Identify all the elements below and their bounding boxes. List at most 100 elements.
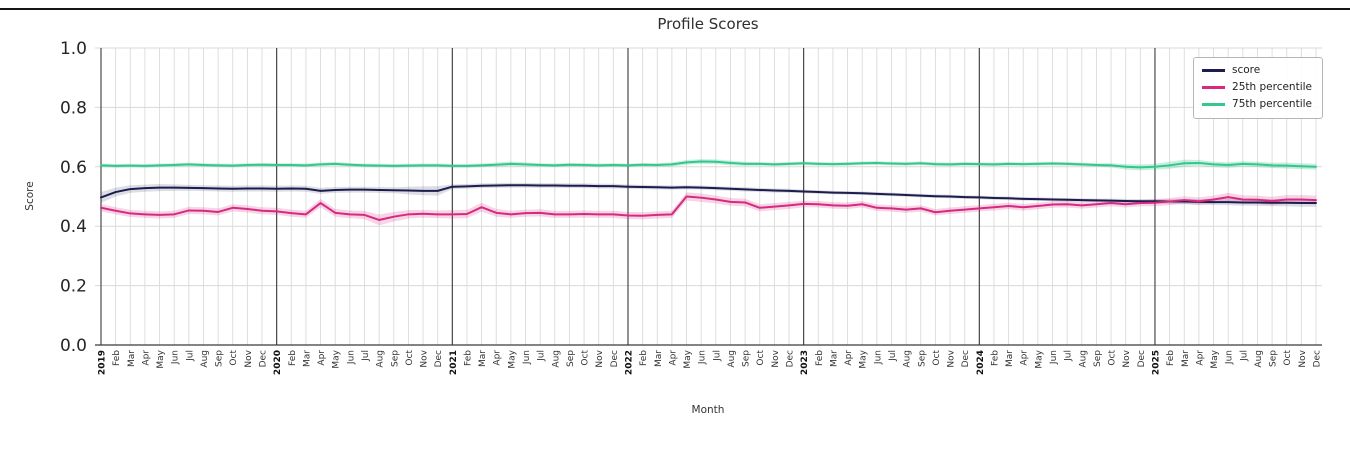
x-tick-label: Jul bbox=[888, 350, 898, 362]
x-tick-label: May bbox=[156, 349, 166, 368]
y-axis-title: Score bbox=[24, 181, 36, 211]
x-tick-label: Feb bbox=[815, 350, 825, 366]
x-tick-label: 2025 bbox=[1151, 350, 1161, 375]
x-tick-label: 2021 bbox=[449, 350, 459, 375]
x-tick-label: Sep bbox=[215, 350, 225, 367]
x-tick-label: Jun bbox=[346, 350, 356, 365]
x-tick-label: Mar bbox=[1005, 350, 1015, 367]
x-tick-label: 2023 bbox=[800, 350, 810, 375]
x-tick-label: Nov bbox=[1122, 349, 1132, 367]
x-tick-label: Jul bbox=[1239, 350, 1249, 362]
x-tick-label: Dec bbox=[434, 350, 444, 367]
x-tick-label: Apr bbox=[1195, 350, 1205, 366]
x-tick-label: Feb bbox=[1166, 350, 1176, 366]
x-tick-label: Mar bbox=[1181, 350, 1191, 367]
legend: score 25th percentile 75th percentile bbox=[1193, 57, 1323, 120]
x-tick-label: Jun bbox=[1049, 350, 1059, 365]
x-tick-label: Jul bbox=[185, 350, 195, 362]
x-tick-label: Mar bbox=[829, 350, 839, 367]
x-tick-label: Feb bbox=[463, 350, 473, 366]
x-tick-label: Jun bbox=[873, 350, 883, 365]
x-tick-label: Aug bbox=[200, 350, 210, 368]
x-tick-label: Sep bbox=[1093, 350, 1103, 367]
x-tick-label: Oct bbox=[1108, 350, 1118, 366]
x-tick-label: Sep bbox=[566, 350, 576, 367]
y-tick-label: 0.4 bbox=[60, 217, 87, 237]
x-tick-label: Aug bbox=[1078, 350, 1088, 368]
series-line-75th-percentile bbox=[100, 160, 1317, 169]
legend-label-25th-percentile: 25th percentile bbox=[1232, 81, 1312, 94]
chart-title: Profile Scores bbox=[657, 15, 759, 33]
y-tick-label: 0.8 bbox=[60, 98, 87, 118]
x-tick-label: Sep bbox=[742, 350, 752, 367]
top-border-rule bbox=[0, 8, 1350, 10]
x-tick-label: Jun bbox=[698, 350, 708, 365]
x-tick-label: Jul bbox=[361, 350, 371, 362]
x-tick-label: Aug bbox=[903, 350, 913, 368]
x-tick-label: Jun bbox=[171, 350, 181, 365]
y-tick-label: 0.0 bbox=[60, 336, 87, 356]
x-tick-label: Feb bbox=[990, 350, 1000, 366]
x-tick-label: Nov bbox=[244, 349, 254, 367]
x-tick-label: Oct bbox=[1283, 350, 1293, 366]
confidence-band-25th-percentile bbox=[101, 192, 1316, 226]
x-tick-label: May bbox=[683, 349, 693, 368]
series-line-score bbox=[100, 184, 1317, 205]
legend-label-75th-percentile: 75th percentile bbox=[1232, 98, 1312, 111]
x-tick-label: Oct bbox=[581, 350, 591, 366]
x-tick-label: Sep bbox=[1269, 350, 1279, 367]
legend-label-score: score bbox=[1232, 64, 1261, 76]
x-tick-label: Feb bbox=[639, 350, 649, 366]
legend-swatch-25th-percentile bbox=[1202, 86, 1226, 90]
x-tick-label: Apr bbox=[317, 350, 327, 366]
x-axis-title: Month bbox=[691, 404, 725, 416]
y-tick-label: 0.6 bbox=[60, 158, 87, 178]
x-tick-label: May bbox=[332, 349, 342, 368]
x-tick-label: Apr bbox=[493, 350, 503, 366]
legend-swatch-score bbox=[1202, 69, 1226, 73]
x-tick-label: 2024 bbox=[976, 350, 986, 375]
x-tick-label: May bbox=[507, 349, 517, 368]
x-tick-label: Jun bbox=[522, 350, 532, 365]
confidence-band-score bbox=[101, 182, 1316, 207]
x-tick-label: Nov bbox=[1298, 349, 1308, 367]
x-tick-label: Feb bbox=[112, 350, 122, 366]
x-tick-label: May bbox=[1210, 349, 1220, 368]
x-tick-label: Jul bbox=[712, 350, 722, 362]
x-tick-label: Aug bbox=[376, 350, 386, 368]
x-tick-label: Nov bbox=[947, 349, 957, 367]
x-tick-label: Nov bbox=[771, 349, 781, 367]
x-tick-label: Dec bbox=[259, 350, 269, 367]
x-tick-label: Oct bbox=[405, 350, 415, 366]
x-tick-label: Oct bbox=[229, 350, 239, 366]
legend-item: 25th percentile bbox=[1202, 81, 1312, 94]
legend-item: score bbox=[1202, 64, 1312, 77]
x-tick-label: Apr bbox=[1020, 350, 1030, 366]
x-tick-label: Dec bbox=[961, 350, 971, 367]
x-tick-label: 2019 bbox=[98, 350, 108, 375]
y-tick-label: 0.2 bbox=[60, 277, 87, 297]
x-tick-label: Sep bbox=[390, 350, 400, 367]
x-tick-label: Nov bbox=[595, 349, 605, 367]
x-tick-label: Oct bbox=[756, 350, 766, 366]
x-tick-label: Nov bbox=[420, 349, 430, 367]
x-tick-label: Aug bbox=[727, 350, 737, 368]
x-tick-label: Dec bbox=[1313, 350, 1323, 367]
x-tick-label: Feb bbox=[288, 350, 298, 366]
x-tick-label: May bbox=[859, 349, 869, 368]
x-tick-label: Jul bbox=[537, 350, 547, 362]
x-tick-label: Mar bbox=[127, 350, 137, 367]
x-tick-label: Apr bbox=[844, 350, 854, 366]
x-tick-label: Apr bbox=[141, 350, 151, 366]
x-tick-label: Mar bbox=[302, 350, 312, 367]
x-tick-label: Dec bbox=[786, 350, 796, 367]
y-tick-label: 1.0 bbox=[60, 39, 87, 59]
x-tick-label: 2020 bbox=[273, 350, 283, 375]
x-tick-label: Aug bbox=[551, 350, 561, 368]
series-line-25th-percentile bbox=[100, 195, 1317, 221]
x-tick-label: Mar bbox=[478, 350, 488, 367]
x-tick-label: Apr bbox=[668, 350, 678, 366]
x-tick-label: Dec bbox=[610, 350, 620, 367]
